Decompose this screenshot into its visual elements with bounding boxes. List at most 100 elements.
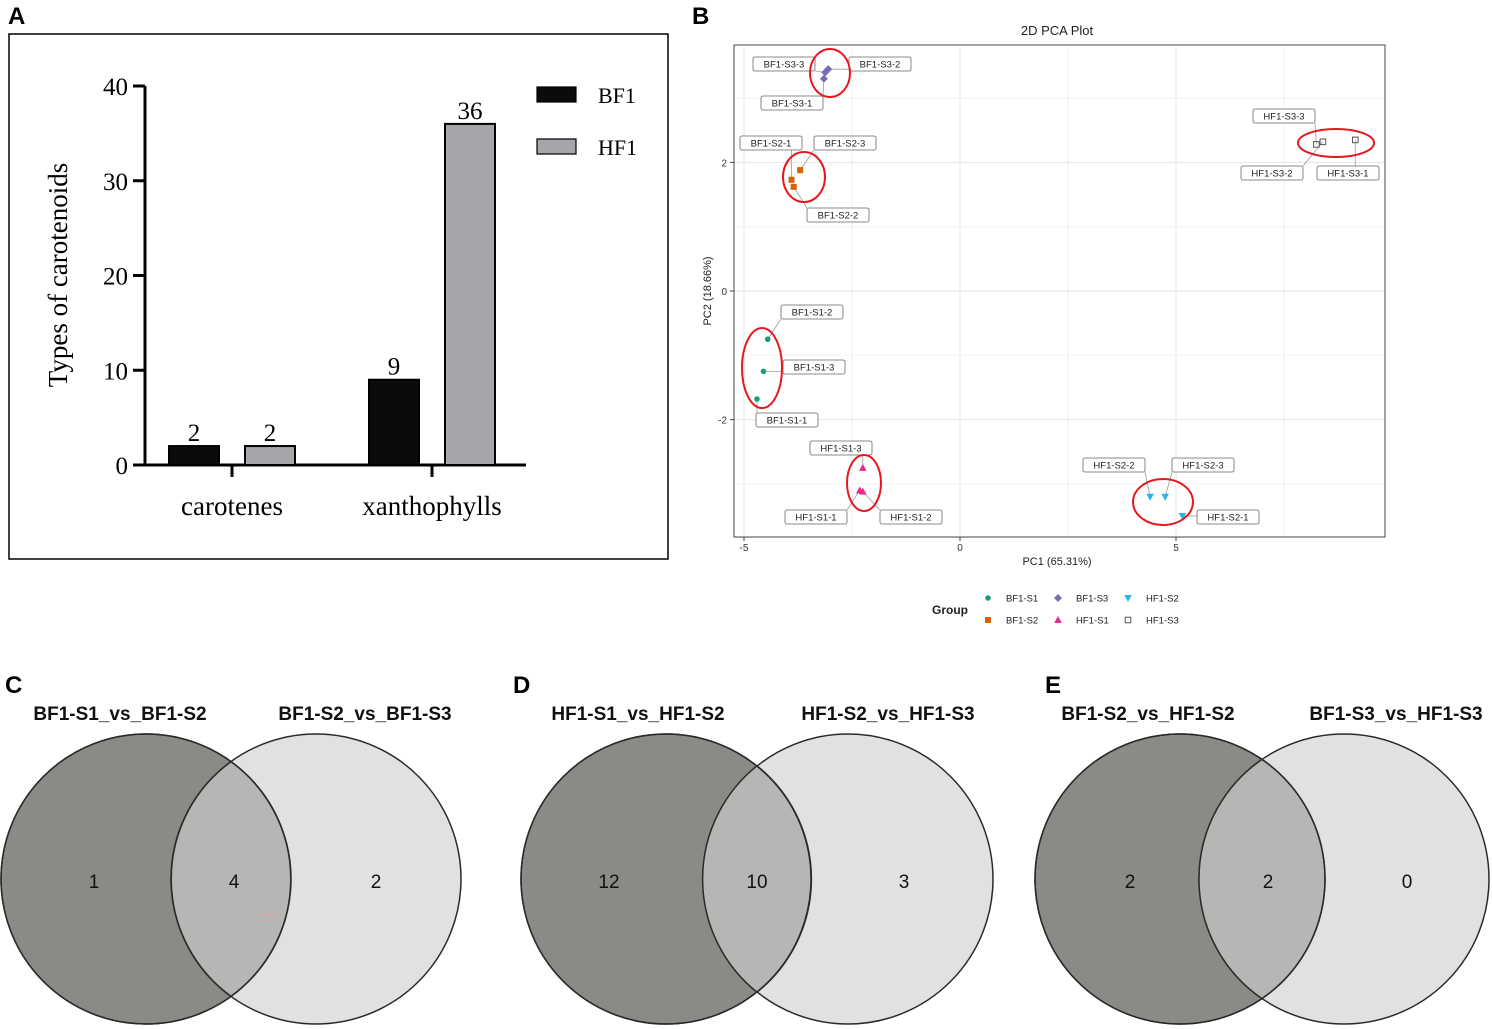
venn-c-left-count: 1 — [89, 872, 100, 893]
pca-point-label: BF1-S3-1 — [772, 99, 813, 110]
pca-point-bf1-s1-3 — [760, 368, 767, 375]
venn-c-overlap-count: 4 — [229, 872, 240, 893]
pca-point-label: HF1-S3-2 — [1251, 169, 1292, 180]
venn-d-right-count: 3 — [899, 872, 910, 893]
pca-point-hf1-s3-1 — [1351, 136, 1359, 144]
pca-points — [754, 65, 1359, 521]
venn-c-right-count: 2 — [371, 872, 382, 893]
pca-legend-label: HF1-S3 — [1146, 616, 1179, 627]
pca-legend-key-bf1-s3 — [1054, 594, 1062, 602]
panel-a: A 0 10 20 30 40 2 2 9 36 carotenes xanthophylls … — [8, 3, 669, 560]
pca-label-box — [806, 207, 870, 223]
pca-point-hf1-s2-1 — [1178, 513, 1187, 521]
ellipse-hf1-s1 — [846, 454, 882, 512]
pca-legend-label: HF1-S1 — [1076, 616, 1109, 627]
bar-bf1-xanthophylls — [368, 378, 420, 467]
pca-legend-key-hf1-s1 — [1054, 616, 1062, 623]
pca-label-box — [1196, 509, 1260, 525]
pca-x-tick-label: 0 — [957, 543, 963, 554]
ellipse-bf1-s2 — [782, 151, 826, 203]
pca-label-box — [879, 509, 943, 525]
pca-x-tick-label: 5 — [1173, 543, 1179, 554]
pca-label-box — [782, 359, 846, 375]
pca-label-box — [813, 135, 877, 151]
venn-d-left-title: HF1-S1_vs_HF1-S2 — [551, 704, 724, 725]
y-tick-label: 40 — [103, 74, 128, 101]
pca-point-hf1-s2-2 — [1146, 493, 1154, 501]
bar-value-label: 9 — [388, 354, 401, 381]
y-axis-label: Types of carotenoids — [43, 163, 73, 388]
panel-e-letter: E — [1045, 672, 1061, 699]
panel-c: C BF1-S1_vs_BF1-S2 BF1-S2_vs_BF1-S3 1 4 … — [0, 672, 462, 1025]
legend-label-hf1: HF1 — [598, 135, 637, 160]
y-ticks: 0 10 20 30 40 — [103, 74, 145, 480]
pca-point-label: HF1-S3-3 — [1263, 112, 1304, 123]
pca-point-label: HF1-S3-1 — [1327, 169, 1368, 180]
pca-legend-key-hf1-s3 — [1124, 616, 1132, 624]
venn-d-right-title: HF1-S2_vs_HF1-S3 — [801, 704, 974, 725]
bar-chart: 0 10 20 30 40 2 2 9 36 carotenes xanthophylls Ty… — [43, 74, 637, 521]
pca-legend-label: BF1-S1 — [1006, 594, 1038, 605]
pca-label-leader — [767, 318, 782, 340]
ellipse-bf1-s3 — [809, 48, 851, 98]
panel-d-letter: D — [513, 672, 530, 699]
venn-e-overlap-count: 2 — [1263, 872, 1274, 893]
pca-point-label: BF1-S1-2 — [792, 308, 833, 319]
pca-label-box — [1316, 165, 1380, 181]
pca-point-label: HF1-S2-2 — [1093, 461, 1134, 472]
y-tick-label: 10 — [103, 358, 128, 385]
pca-point-hf1-s3-3 — [1313, 141, 1320, 148]
pca-point-bf1-s1-1 — [754, 396, 760, 402]
pca-y-label: PC2 (18.66%) — [702, 256, 714, 325]
venn-d-left-count: 12 — [598, 872, 619, 893]
pca-point-label: HF1-S1-3 — [820, 444, 861, 455]
y-tick-label: 20 — [103, 264, 128, 291]
venn-e-right-title: BF1-S3_vs_HF1-S3 — [1309, 704, 1482, 725]
legend-label-bf1: BF1 — [598, 83, 636, 108]
pca-label-leader — [1164, 471, 1173, 497]
pca-legend-label: BF1-S3 — [1076, 594, 1108, 605]
pca-point-label: HF1-S2-1 — [1207, 513, 1248, 524]
pca-ticks: -5 0 5 2 0 -2 — [718, 158, 1179, 554]
pca-label-box — [1240, 165, 1304, 181]
pca-legend: Group BF1-S1 BF1-S2 BF1-S3 HF1-S1 HF1-S2 HF1-… — [932, 594, 1179, 627]
venn-c-left-title: BF1-S1_vs_BF1-S2 — [33, 704, 206, 725]
pca-point-bf1-s2-2 — [790, 183, 797, 190]
pca-point-hf1-s3-2 — [1319, 138, 1327, 146]
pca-label-box — [784, 509, 848, 525]
x-tick-label: xanthophylls — [362, 491, 502, 521]
venn-e-left-title: BF1-S2_vs_HF1-S2 — [1061, 704, 1234, 725]
pca-label-box — [755, 412, 819, 428]
pca-legend-label: HF1-S2 — [1146, 594, 1179, 605]
panel-b: B 2D PCA Plot -5 0 520-2 BF1-S1-2BF1-S1-3B… — [692, 3, 1386, 627]
pca-grid — [735, 46, 1384, 536]
pca-point-label: BF1-S2-3 — [825, 139, 866, 150]
ellipse-hf1-s3 — [1297, 128, 1375, 158]
pca-legend-key-bf1-s1 — [985, 595, 991, 601]
ellipse-bf1-s1 — [741, 327, 783, 409]
pca-point-bf1-s3-3 — [821, 68, 830, 77]
bar-value-label: 2 — [188, 420, 201, 447]
pca-point-label: HF1-S2-3 — [1182, 461, 1223, 472]
venn-d-left-outline — [520, 733, 812, 1025]
panel-d: D HF1-S1_vs_HF1-S2 HF1-S2_vs_HF1-S3 12 1… — [513, 672, 994, 1025]
pca-label-box — [752, 56, 816, 72]
panel-a-frame — [8, 33, 669, 560]
pca-label-leader — [1144, 471, 1151, 497]
pca-point-label: BF1-S1-3 — [794, 363, 835, 374]
bar-bf1-carotenes — [168, 445, 220, 466]
legend: BF1 HF1 — [536, 83, 637, 160]
bar-value-label: 36 — [458, 98, 483, 125]
x-ticks: carotenes xanthophylls — [181, 465, 502, 521]
pca-point-bf1-s3-1 — [819, 74, 828, 83]
pca-x-label: PC1 (65.31%) — [1022, 556, 1091, 568]
bars: 2 2 9 36 — [168, 98, 496, 467]
pca-label-leader — [793, 186, 808, 209]
panel-c-letter: C — [5, 672, 22, 699]
venn-e-right-count: 0 — [1402, 872, 1413, 893]
y-tick-label: 30 — [103, 169, 128, 196]
pca-point-hf1-s1-2 — [859, 487, 867, 495]
pca-point-hf1-s1-3 — [859, 463, 867, 471]
pca-y-tick-label: 2 — [721, 158, 727, 169]
